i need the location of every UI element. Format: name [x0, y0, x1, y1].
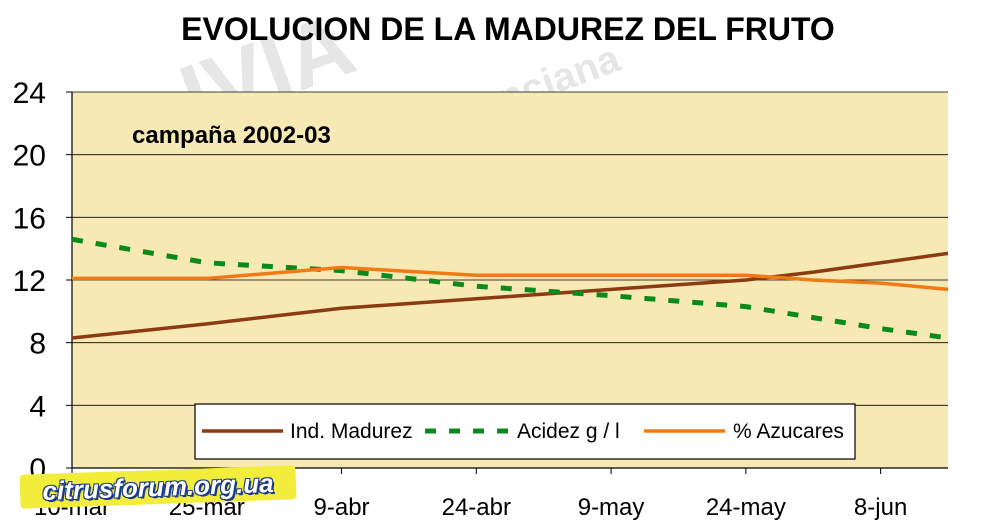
y-tick-label: 20 [13, 140, 46, 173]
y-tick-label: 4 [29, 390, 46, 423]
site-watermark-text: citrusforum.org.ua [41, 467, 274, 506]
x-tick-label: 8-jun [854, 494, 907, 521]
y-tick-label: 24 [13, 77, 46, 110]
series-line-ind-madurez [71, 251, 949, 340]
x-tick-label: 9-may [578, 494, 645, 521]
chart-title: EVOLUCION DE LA MADUREZ DEL FRUTO [181, 11, 835, 47]
y-tick-label: 8 [29, 328, 46, 361]
y-tick-label: 12 [13, 265, 46, 298]
series-line-azucares [72, 265, 949, 292]
legend-label: % Azucares [733, 420, 844, 443]
legend-label: Ind. Madurez [290, 420, 413, 443]
x-tick-label: 24-abr [442, 494, 511, 521]
series-lines [71, 236, 949, 341]
chart-subtitle: campaña 2002-03 [132, 122, 331, 149]
legend: Ind. Madurez Acidez g / l % Azucares [194, 403, 856, 460]
y-tick-label: 16 [13, 202, 46, 235]
x-tick-label: 24-may [706, 494, 786, 521]
x-tick-label: 9-abr [314, 494, 370, 521]
legend-label: Acidez g / l [517, 420, 620, 443]
legend-box [194, 403, 856, 460]
